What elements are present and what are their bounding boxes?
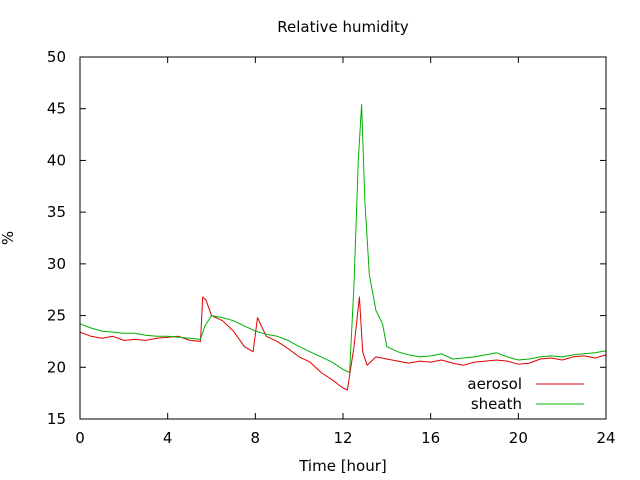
chart-title: Relative humidity — [277, 18, 409, 36]
x-axis-label: Time [hour] — [298, 457, 387, 475]
plot-frame — [79, 56, 607, 420]
y-tick-label: 20 — [47, 358, 66, 376]
y-tick-label: 25 — [47, 307, 66, 325]
x-tick-label: 8 — [251, 429, 261, 447]
x-tick-label: 12 — [333, 429, 352, 447]
series-line-aerosol — [79, 296, 607, 391]
y-axis-label: % — [0, 231, 17, 245]
legend: aerosol sheath — [467, 375, 584, 413]
y-tick-label: 15 — [47, 410, 66, 428]
y-tick-label: 45 — [47, 100, 66, 118]
x-tick-label: 16 — [421, 429, 440, 447]
x-tick-label: 24 — [596, 429, 615, 447]
x-tick-label: 0 — [75, 429, 85, 447]
series-line-sheath — [79, 104, 607, 373]
ticks-layer: 0 4 8 12 16 20 24 15 20 25 30 35 40 45 50 — [47, 48, 616, 447]
series-layer — [79, 104, 607, 391]
legend-label-aerosol: aerosol — [467, 375, 522, 393]
y-tick-label: 30 — [47, 255, 66, 273]
y-tick-label: 40 — [47, 151, 66, 169]
x-tick-label: 20 — [509, 429, 528, 447]
y-tick-label: 50 — [47, 48, 66, 66]
x-tick-label: 4 — [163, 429, 173, 447]
legend-label-sheath: sheath — [471, 395, 522, 413]
y-tick-label: 35 — [47, 203, 66, 221]
plot-background — [80, 57, 606, 419]
